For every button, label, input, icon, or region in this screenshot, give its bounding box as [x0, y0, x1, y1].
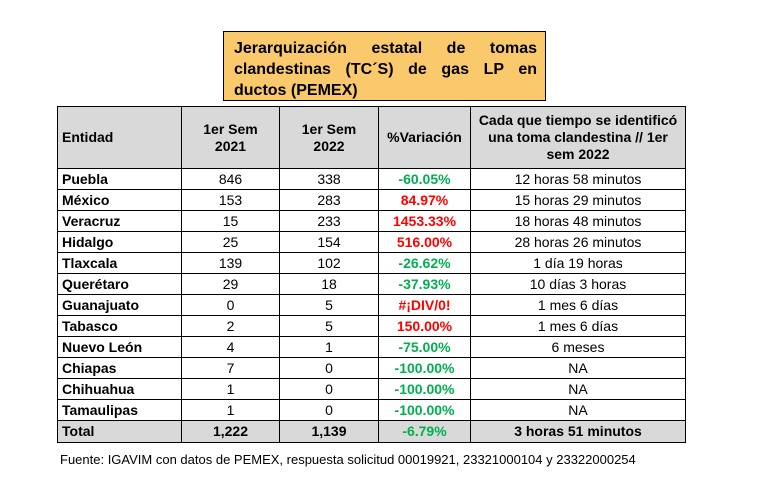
table-row: Nuevo León 4 1 -75.00% 6 meses	[57, 336, 686, 358]
cell-2021: 4	[181, 336, 280, 358]
cell-2021: 1	[181, 378, 280, 400]
header-variation: %Variación	[378, 106, 471, 169]
cell-2021: 7	[181, 357, 280, 379]
cell-2021: 2	[181, 315, 280, 337]
header-sem-2021-line1: 1er Sem	[203, 120, 258, 137]
cell-frequency: 12 horas 58 minutos	[470, 168, 686, 190]
total-row: Total 1,222 1,139 -6.79% 3 horas 51 minu…	[57, 420, 686, 443]
cell-variation: -100.00%	[378, 399, 471, 421]
cell-entity: Chihuahua	[57, 378, 182, 400]
cell-2022: 283	[279, 189, 379, 211]
cell-2022: 102	[279, 252, 379, 274]
cell-2021: 846	[181, 168, 280, 190]
cell-frequency: 1 día 19 horas	[470, 252, 686, 274]
cell-variation: #¡DIV/0!	[378, 294, 471, 316]
cell-variation: -37.93%	[378, 273, 471, 295]
cell-entity: Hidalgo	[57, 231, 182, 253]
cell-variation: -100.00%	[378, 378, 471, 400]
cell-variation: -75.00%	[378, 336, 471, 358]
header-sem-2022-line1: 1er Sem	[301, 120, 357, 137]
cell-frequency: NA	[470, 399, 686, 421]
cell-entity: Tabasco	[57, 315, 182, 337]
cell-variation: 516.00%	[378, 231, 471, 253]
total-frequency: 3 horas 51 minutos	[470, 420, 686, 443]
source-note: Fuente: IGAVIM con datos de PEMEX, respu…	[60, 452, 636, 467]
table-row: Querétaro 29 18 -37.93% 10 días 3 horas	[57, 273, 686, 295]
table-row: Veracruz 15 233 1453.33% 18 horas 48 min…	[57, 210, 686, 232]
total-variation: -6.79%	[378, 420, 471, 443]
cell-2022: 0	[279, 399, 379, 421]
cell-frequency: 1 mes 6 días	[470, 315, 686, 337]
header-frequency: Cada que tiempo se identificó una toma c…	[470, 106, 686, 169]
cell-2022: 18	[279, 273, 379, 295]
cell-entity: Guanajuato	[57, 294, 182, 316]
cell-frequency: 6 meses	[470, 336, 686, 358]
total-label: Total	[57, 420, 182, 443]
table-row: México 153 283 84.97% 15 horas 29 minuto…	[57, 189, 686, 211]
header-entity: Entidad	[57, 106, 182, 169]
cell-2022: 0	[279, 378, 379, 400]
cell-entity: México	[57, 189, 182, 211]
table-row: Chiapas 7 0 -100.00% NA	[57, 357, 686, 379]
cell-2022: 1	[279, 336, 379, 358]
table-row: Puebla 846 338 -60.05% 12 horas 58 minut…	[57, 168, 686, 190]
cell-2022: 154	[279, 231, 379, 253]
table-row: Tlaxcala 139 102 -26.62% 1 día 19 horas	[57, 252, 686, 274]
cell-frequency: 10 días 3 horas	[470, 273, 686, 295]
header-row: Entidad 1er Sem 2021 1er Sem 2022 %Varia…	[57, 106, 686, 169]
cell-frequency: 28 horas 26 minutos	[470, 231, 686, 253]
cell-2021: 15	[181, 210, 280, 232]
cell-variation: 1453.33%	[378, 210, 471, 232]
cell-variation: -100.00%	[378, 357, 471, 379]
cell-variation: -26.62%	[378, 252, 471, 274]
cell-entity: Tamaulipas	[57, 399, 182, 421]
cell-2021: 29	[181, 273, 280, 295]
tc-ranking-table: Entidad 1er Sem 2021 1er Sem 2022 %Varia…	[57, 106, 686, 443]
cell-2021: 0	[181, 294, 280, 316]
cell-variation: 150.00%	[378, 315, 471, 337]
cell-2022: 338	[279, 168, 379, 190]
cell-2022: 0	[279, 357, 379, 379]
cell-2021: 25	[181, 231, 280, 253]
table-row: Hidalgo 25 154 516.00% 28 horas 26 minut…	[57, 231, 686, 253]
cell-2021: 153	[181, 189, 280, 211]
cell-entity: Puebla	[57, 168, 182, 190]
table-row: Chihuahua 1 0 -100.00% NA	[57, 378, 686, 400]
cell-variation: -60.05%	[378, 168, 471, 190]
cell-2021: 1	[181, 399, 280, 421]
cell-2021: 139	[181, 252, 280, 274]
header-sem-2022: 1er Sem 2022	[279, 106, 379, 169]
cell-entity: Tlaxcala	[57, 252, 182, 274]
header-sem-2022-line2: 2022	[313, 137, 345, 154]
cell-2022: 233	[279, 210, 379, 232]
header-sem-2021: 1er Sem 2021	[181, 106, 280, 169]
total-2021: 1,222	[181, 420, 280, 443]
cell-entity: Nuevo León	[57, 336, 182, 358]
cell-variation: 84.97%	[378, 189, 471, 211]
cell-entity: Veracruz	[57, 210, 182, 232]
table-row: Tabasco 2 5 150.00% 1 mes 6 días	[57, 315, 686, 337]
table-row: Tamaulipas 1 0 -100.00% NA	[57, 399, 686, 421]
cell-frequency: 18 horas 48 minutos	[470, 210, 686, 232]
cell-frequency: 15 horas 29 minutos	[470, 189, 686, 211]
cell-2022: 5	[279, 294, 379, 316]
header-sem-2021-line2: 2021	[214, 137, 247, 154]
cell-entity: Chiapas	[57, 357, 182, 379]
table-row: Guanajuato 0 5 #¡DIV/0! 1 mes 6 días	[57, 294, 686, 316]
total-2022: 1,139	[279, 420, 379, 443]
cell-2022: 5	[279, 315, 379, 337]
cell-entity: Querétaro	[57, 273, 182, 295]
cell-frequency: NA	[470, 378, 686, 400]
table-title: Jerarquización estatal de tomas clandest…	[223, 31, 546, 101]
cell-frequency: 1 mes 6 días	[470, 294, 686, 316]
cell-frequency: NA	[470, 357, 686, 379]
